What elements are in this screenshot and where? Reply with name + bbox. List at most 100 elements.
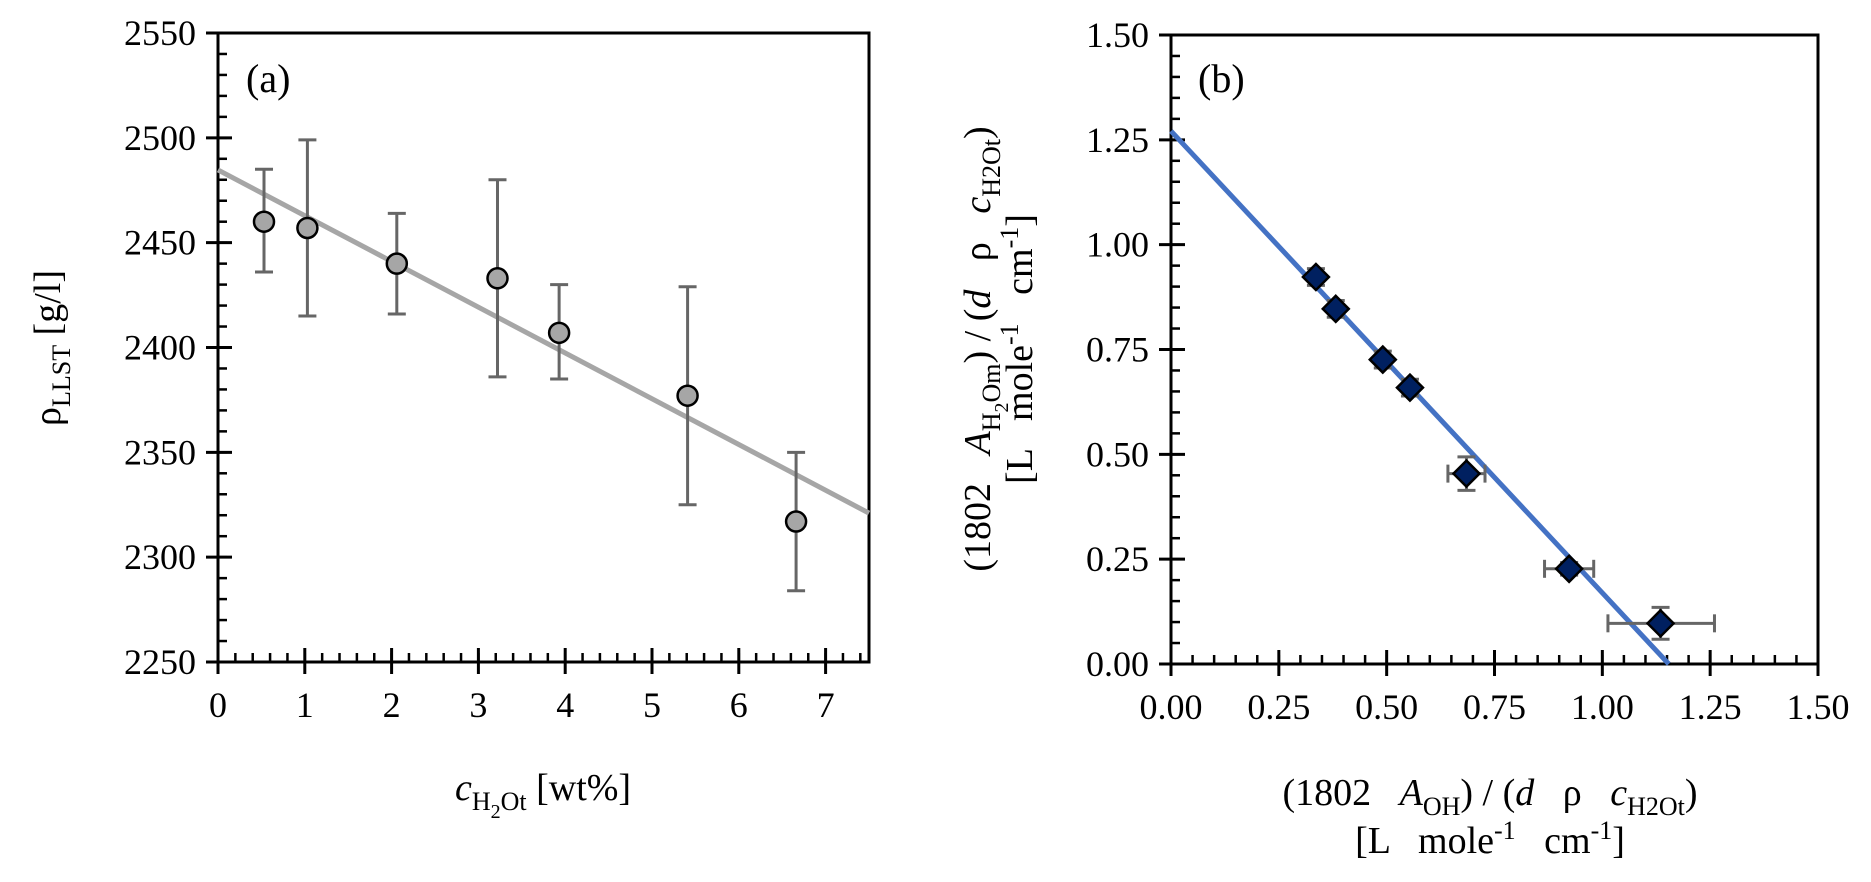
y-tick-label: 2550: [124, 13, 196, 53]
x-tick-label: 1.25: [1679, 687, 1742, 727]
x-tick-label: 4: [556, 685, 574, 725]
b-y-l1-cvar: c: [957, 197, 999, 214]
y-tick-label: 1.25: [1086, 120, 1149, 160]
data-points-b: [1301, 262, 1676, 639]
x-tick-label: 0.25: [1247, 687, 1310, 727]
b-x-l1-d: d: [1515, 772, 1535, 814]
b-y-l2-a: [L mole: [999, 345, 1041, 484]
x-tick-label: 2: [383, 685, 401, 725]
b-y-l1-a: (1802: [957, 455, 999, 572]
x-tick-label: 5: [643, 685, 661, 725]
y-tick-label: 2250: [124, 642, 196, 682]
data-point: [547, 321, 571, 345]
data-point: [486, 267, 509, 290]
b-x-l1-a: (1802: [1282, 772, 1399, 814]
b-x-l1-A: A: [1397, 772, 1424, 814]
data-point: [1395, 372, 1425, 403]
data-point: [1451, 458, 1482, 489]
x-axis-label-a-sub: H: [472, 787, 491, 816]
x-tick-label: 0.75: [1463, 687, 1526, 727]
y-tick-label: 2500: [124, 118, 196, 158]
y-tick-label: 0.50: [1086, 434, 1149, 474]
b-x-l1-cvar: c: [1610, 772, 1627, 814]
x-tick-label: 0.50: [1355, 687, 1418, 727]
y-tick-label: 2400: [124, 328, 196, 368]
b-y-l2-b: cm: [999, 248, 1041, 323]
b-x-l2-sup2: -1: [1591, 816, 1613, 845]
data-point: [1554, 554, 1584, 584]
fit-line: [1169, 129, 1671, 666]
b-y-l1-d: d: [957, 289, 999, 309]
b-x-l2-b: cm: [1516, 820, 1591, 862]
tick-labels-a: 0 1 2 3 4 5 6 7 2250 2300 2350 2400 2450 2500 2550: [124, 13, 835, 725]
y-tick-label: 2300: [124, 537, 196, 577]
y-tick-label: 1.00: [1086, 225, 1149, 265]
x-axis-label-a-unit: [wt%]: [527, 767, 631, 809]
x-tick-label: 7: [817, 685, 835, 725]
data-point: [296, 216, 319, 240]
fit-line-b-group: [1169, 129, 1671, 666]
fit-line: [216, 167, 871, 516]
b-y-l2-end: ]: [999, 214, 1041, 227]
b-y-l1-Asub: H: [977, 412, 1006, 431]
y-axis-label-b-line1: (1802 AH2Om) / (d ρ cH2Ot): [957, 126, 1013, 571]
y-tick-label: 0.25: [1086, 539, 1149, 579]
data-point: [1368, 344, 1398, 375]
b-y-l1-A: A: [957, 431, 999, 458]
data-point: [676, 384, 699, 407]
y-axis-label-a-var: ρ: [27, 407, 69, 426]
b-y-l1-c: ρ: [957, 214, 999, 290]
y-tick-label: 1.50: [1086, 15, 1149, 55]
b-x-l1-end: ): [1685, 772, 1698, 814]
panel-b: 0.00 0.25 0.50 0.75 1.00 1.25 1.50 0.00 0.25 0.50…: [957, 15, 1850, 862]
data-point: [385, 252, 409, 275]
x-tick-label: 0.00: [1140, 687, 1203, 727]
x-tick-label: 1: [296, 685, 314, 725]
tick-labels-b: 0.00 0.25 0.50 0.75 1.00 1.25 1.50 0.00 0.25 0.50…: [1086, 15, 1850, 727]
axis-ticks-b: [1159, 33, 1820, 676]
y-axis-label-a: ρLLST [g/l]: [27, 270, 76, 426]
x-axis-label-a-var: c: [455, 767, 472, 809]
panel-label-a: (a): [246, 56, 290, 101]
plot-frame-b: [1169, 33, 1820, 666]
b-y-l1-Asub3: Om: [977, 364, 1006, 403]
x-axis-label-b-line1: (1802 AOH) / (d ρ cH2Ot): [1282, 772, 1697, 821]
panel-a: 0 1 2 3 4 5 6 7 2250 2300 2350 2400 2450 2500 2550 (a)…: [27, 13, 871, 823]
y-tick-label: 0.75: [1086, 330, 1149, 370]
b-x-l1-csub: H2Ot: [1627, 792, 1686, 821]
y-axis-label-b-line2: [L mole-1 cm-1]: [995, 214, 1041, 484]
data-point: [784, 510, 808, 533]
b-y-l2-sup2: -1: [995, 227, 1024, 249]
axis-ticks-a: [206, 31, 862, 674]
b-x-l1-Asub: OH: [1423, 792, 1461, 821]
data-point: [1321, 294, 1351, 324]
x-tick-label: 1.50: [1787, 687, 1850, 727]
y-tick-label: 0.00: [1086, 644, 1149, 684]
x-tick-label: 0: [209, 685, 227, 725]
b-x-l2-end: ]: [1612, 820, 1625, 862]
y-axis-label-a-unit: [g/l]: [27, 270, 69, 345]
x-axis-label-a-sub3: Ot: [501, 787, 528, 816]
panel-label-b: (b): [1198, 56, 1245, 101]
x-axis-label-a-sub2: 2: [491, 801, 501, 823]
x-axis-label-a: cH2Ot [wt%]: [455, 767, 631, 823]
data-point: [1645, 608, 1676, 639]
x-axis-label-b-line2: [L mole-1 cm-1]: [1355, 816, 1625, 862]
b-x-l1-b: ) / (: [1460, 772, 1515, 814]
x-tick-label: 1.00: [1571, 687, 1634, 727]
y-tick-label: 2450: [124, 223, 196, 263]
data-points-a: [252, 210, 808, 533]
b-y-l2-sup1: -1: [995, 323, 1024, 345]
b-y-l1-csub: H2Ot: [977, 138, 1006, 197]
b-x-l2-a: [L mole: [1355, 820, 1494, 862]
b-y-l1-end: ): [957, 126, 999, 139]
x-tick-label: 3: [469, 685, 487, 725]
y-tick-label: 2350: [124, 432, 196, 472]
error-bars-b: [1306, 267, 1716, 641]
b-y-l1-b: ) / (: [957, 309, 999, 364]
fit-line-a-group: [216, 167, 871, 516]
y-axis-label-a-sub: LLST: [47, 345, 76, 407]
plot-frame-a: [216, 31, 871, 664]
x-tick-label: 6: [730, 685, 748, 725]
